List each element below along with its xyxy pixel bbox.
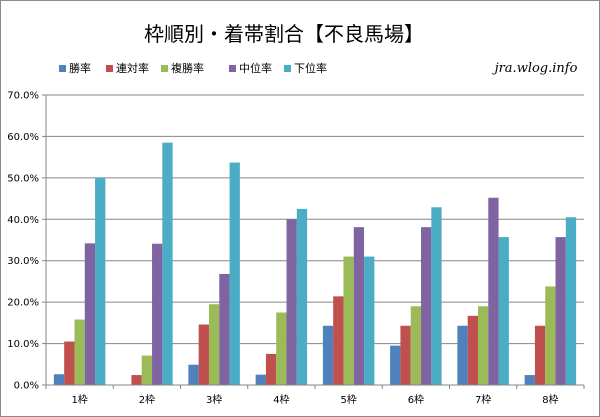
- bar-中位率-6枠: [421, 227, 432, 385]
- y-axis-ticks: 0.0% 10.0% 20.0% 30.0% 40.0% 50.0% 60.0% 70.0%: [7, 91, 46, 392]
- bar-複勝率-1枠: [74, 319, 85, 385]
- bar-中位率-5枠: [353, 227, 365, 385]
- bar-連対率-1枠: [64, 341, 75, 385]
- bar-中位率-7枠: [488, 197, 499, 385]
- legend-label: 勝率: [69, 61, 91, 75]
- bar-勝率-3枠: [188, 364, 199, 385]
- y-tick-label: 70.0%: [7, 91, 39, 102]
- bar-複勝率-5枠: [343, 256, 354, 385]
- legend-label: 複勝率: [171, 61, 204, 75]
- bar-連対率-7枠: [467, 315, 478, 385]
- legend-swatch: [284, 65, 291, 72]
- bar-勝率-5枠: [322, 325, 334, 385]
- bar-中位率-2枠: [152, 243, 163, 385]
- x-tick-label: 3枠: [206, 393, 222, 406]
- bar-連対率-5枠: [333, 296, 344, 385]
- bar-中位率-4枠: [286, 219, 297, 385]
- legend-label: 下位率: [294, 61, 327, 75]
- y-tick-label: 20.0%: [7, 298, 39, 309]
- chart-title: 枠順別・着帯割合【不良馬場】: [144, 22, 424, 46]
- bar-複勝率-7枠: [477, 306, 489, 385]
- y-tick-label: 50.0%: [7, 173, 39, 184]
- bar-連対率-8枠: [534, 325, 546, 385]
- bar-下位率-1枠: [95, 177, 106, 385]
- y-tick-label: 10.0%: [7, 339, 39, 350]
- bar-複勝率-2枠: [141, 355, 153, 385]
- legend-swatch: [106, 65, 113, 72]
- x-tick-label: 6枠: [408, 393, 424, 406]
- y-tick-label: 30.0%: [7, 256, 39, 267]
- bar-勝率-4枠: [255, 374, 266, 385]
- legend-swatch: [161, 65, 168, 72]
- bar-連対率-3枠: [198, 324, 209, 385]
- legend-swatch: [59, 65, 66, 72]
- x-tick-label: 7枠: [475, 393, 491, 406]
- bar-勝率-7枠: [457, 325, 468, 385]
- bar-複勝率-4枠: [276, 312, 287, 385]
- x-tick-label: 4枠: [273, 393, 289, 406]
- bar-下位率-4枠: [296, 208, 308, 385]
- watermark: jra.wlog.info: [492, 61, 578, 76]
- bar-勝率-1枠: [53, 374, 65, 385]
- x-axis-ticks: 1枠 2枠 3枠 4枠 5枠 6枠 7枠 8枠: [45, 385, 585, 406]
- bar-複勝率-8枠: [545, 286, 556, 385]
- bar-下位率-5枠: [364, 256, 375, 385]
- y-tick-label: 0.0%: [14, 381, 39, 392]
- bar-連対率-2枠: [131, 375, 142, 385]
- bar-中位率-3枠: [219, 273, 230, 385]
- x-tick-label: 8枠: [542, 393, 558, 406]
- bar-下位率-6枠: [431, 207, 442, 385]
- legend-swatch: [229, 65, 236, 72]
- legend: 勝率 連対率 複勝率 中位率 下位率: [59, 61, 327, 75]
- bar-複勝率-3枠: [208, 304, 220, 385]
- bar-勝率-6枠: [390, 345, 401, 385]
- bar-勝率-8枠: [524, 375, 535, 385]
- bar-連対率-4枠: [265, 353, 277, 385]
- bar-下位率-2枠: [162, 142, 173, 385]
- bar-下位率-7枠: [498, 237, 509, 385]
- bars: [53, 142, 577, 385]
- gridlines: [46, 94, 584, 345]
- x-tick-label: 5枠: [340, 393, 356, 406]
- bar-下位率-3枠: [229, 162, 240, 385]
- bar-中位率-1枠: [84, 243, 96, 385]
- y-tick-label: 60.0%: [7, 132, 39, 143]
- y-tick-label: 40.0%: [7, 215, 39, 226]
- bar-連対率-6枠: [400, 325, 411, 385]
- bar-下位率-8枠: [565, 217, 577, 385]
- bar-中位率-8枠: [555, 237, 566, 385]
- x-tick-label: 2枠: [139, 393, 155, 406]
- x-tick-label: 1枠: [71, 393, 87, 406]
- legend-label: 連対率: [116, 61, 149, 75]
- bar-複勝率-6枠: [410, 306, 422, 385]
- legend-label: 中位率: [239, 61, 272, 75]
